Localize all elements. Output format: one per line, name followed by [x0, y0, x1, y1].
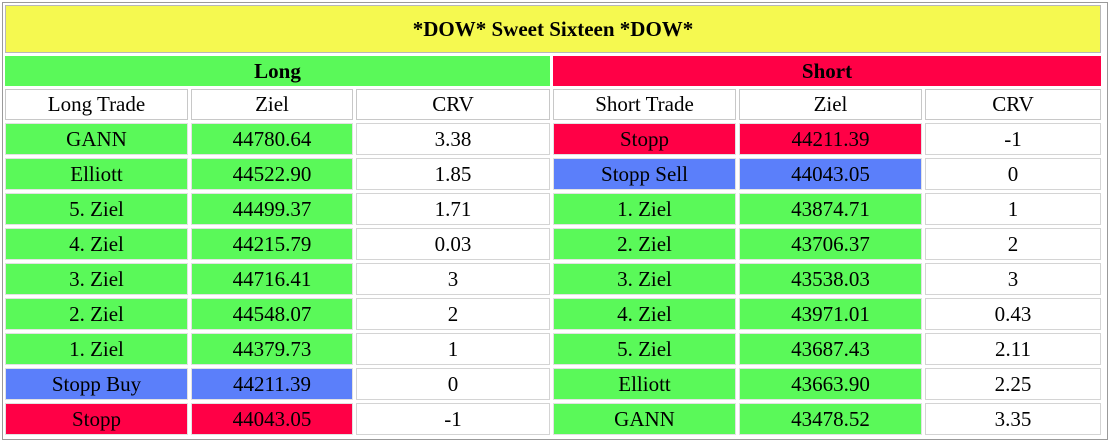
long-trade-cell: 1. Ziel — [5, 333, 188, 365]
long-ziel-cell: 44499.37 — [191, 193, 353, 225]
long-trade-cell: Elliott — [5, 158, 188, 190]
long-crv-cell: 0 — [356, 368, 550, 400]
short-ziel-cell: 43538.03 — [739, 263, 922, 295]
short-ziel-cell: 43663.90 — [739, 368, 922, 400]
long-crv-cell: 0.03 — [356, 228, 550, 260]
short-crv-cell: 3 — [925, 263, 1101, 295]
short-section-label: Short — [553, 56, 1101, 86]
short-trade-cell: 1. Ziel — [553, 193, 736, 225]
short-crv-cell: 2 — [925, 228, 1101, 260]
table-row: Stopp Buy 44211.39 0 Elliott 43663.90 2.25 — [5, 368, 1101, 400]
short-ziel-cell: 44043.05 — [739, 158, 922, 190]
long-crv-cell: 1.85 — [356, 158, 550, 190]
long-trade-column-header: Long Trade — [5, 89, 188, 120]
long-trade-cell: Stopp — [5, 403, 188, 435]
long-ziel-cell: 44043.05 — [191, 403, 353, 435]
short-crv-cell: -1 — [925, 123, 1101, 155]
table-row: Elliott 44522.90 1.85 Stopp Sell 44043.05 0 — [5, 158, 1101, 190]
long-crv-cell: 1 — [356, 333, 550, 365]
long-section-label: Long — [5, 56, 550, 86]
short-trade-column-header: Short Trade — [553, 89, 736, 120]
short-crv-cell: 3.35 — [925, 403, 1101, 435]
long-trade-cell: Stopp Buy — [5, 368, 188, 400]
long-trade-cell: 2. Ziel — [5, 298, 188, 330]
short-ziel-cell: 43478.52 — [739, 403, 922, 435]
long-ziel-cell: 44211.39 — [191, 368, 353, 400]
long-crv-cell: 1.71 — [356, 193, 550, 225]
long-trade-cell: 5. Ziel — [5, 193, 188, 225]
short-crv-cell: 1 — [925, 193, 1101, 225]
long-ziel-cell: 44716.41 — [191, 263, 353, 295]
short-crv-cell: 0 — [925, 158, 1101, 190]
table-row: 4. Ziel 44215.79 0.03 2. Ziel 43706.37 2 — [5, 228, 1101, 260]
long-ziel-cell: 44780.64 — [191, 123, 353, 155]
short-ziel-cell: 43971.01 — [739, 298, 922, 330]
short-crv-cell: 2.11 — [925, 333, 1101, 365]
short-trade-cell: Stopp — [553, 123, 736, 155]
long-crv-cell: -1 — [356, 403, 550, 435]
header-row: Long Trade Ziel CRV Short Trade Ziel CRV — [5, 89, 1101, 120]
table-row: 2. Ziel 44548.07 2 4. Ziel 43971.01 0.43 — [5, 298, 1101, 330]
short-trade-cell: 4. Ziel — [553, 298, 736, 330]
long-ziel-cell: 44215.79 — [191, 228, 353, 260]
short-trade-cell: Stopp Sell — [553, 158, 736, 190]
page-title: *DOW* Sweet Sixteen *DOW* — [5, 5, 1101, 53]
sweet-sixteen-table: *DOW* Sweet Sixteen *DOW* Long Short Lon… — [2, 2, 1104, 438]
short-trade-cell: Elliott — [553, 368, 736, 400]
short-crv-cell: 2.25 — [925, 368, 1101, 400]
table-row: 5. Ziel 44499.37 1.71 1. Ziel 43874.71 1 — [5, 193, 1101, 225]
short-ziel-cell: 43706.37 — [739, 228, 922, 260]
short-crv-cell: 0.43 — [925, 298, 1101, 330]
long-trade-cell: GANN — [5, 123, 188, 155]
table-row: Stopp 44043.05 -1 GANN 43478.52 3.35 — [5, 403, 1101, 435]
table-row: 3. Ziel 44716.41 3 3. Ziel 43538.03 3 — [5, 263, 1101, 295]
table-row: GANN 44780.64 3.38 Stopp 44211.39 -1 — [5, 123, 1101, 155]
short-trade-cell: 5. Ziel — [553, 333, 736, 365]
long-crv-cell: 3 — [356, 263, 550, 295]
short-crv-column-header: CRV — [925, 89, 1101, 120]
long-trade-cell: 3. Ziel — [5, 263, 188, 295]
long-ziel-cell: 44522.90 — [191, 158, 353, 190]
short-ziel-cell: 44211.39 — [739, 123, 922, 155]
short-ziel-column-header: Ziel — [739, 89, 922, 120]
short-trade-cell: 3. Ziel — [553, 263, 736, 295]
table-row: 1. Ziel 44379.73 1 5. Ziel 43687.43 2.11 — [5, 333, 1101, 365]
long-crv-cell: 2 — [356, 298, 550, 330]
section-row: Long Short — [5, 56, 1101, 86]
long-ziel-cell: 44379.73 — [191, 333, 353, 365]
long-crv-column-header: CRV — [356, 89, 550, 120]
short-trade-cell: 2. Ziel — [553, 228, 736, 260]
long-trade-cell: 4. Ziel — [5, 228, 188, 260]
title-row: *DOW* Sweet Sixteen *DOW* — [5, 5, 1101, 53]
short-ziel-cell: 43874.71 — [739, 193, 922, 225]
short-ziel-cell: 43687.43 — [739, 333, 922, 365]
short-trade-cell: GANN — [553, 403, 736, 435]
long-ziel-cell: 44548.07 — [191, 298, 353, 330]
long-ziel-column-header: Ziel — [191, 89, 353, 120]
long-crv-cell: 3.38 — [356, 123, 550, 155]
